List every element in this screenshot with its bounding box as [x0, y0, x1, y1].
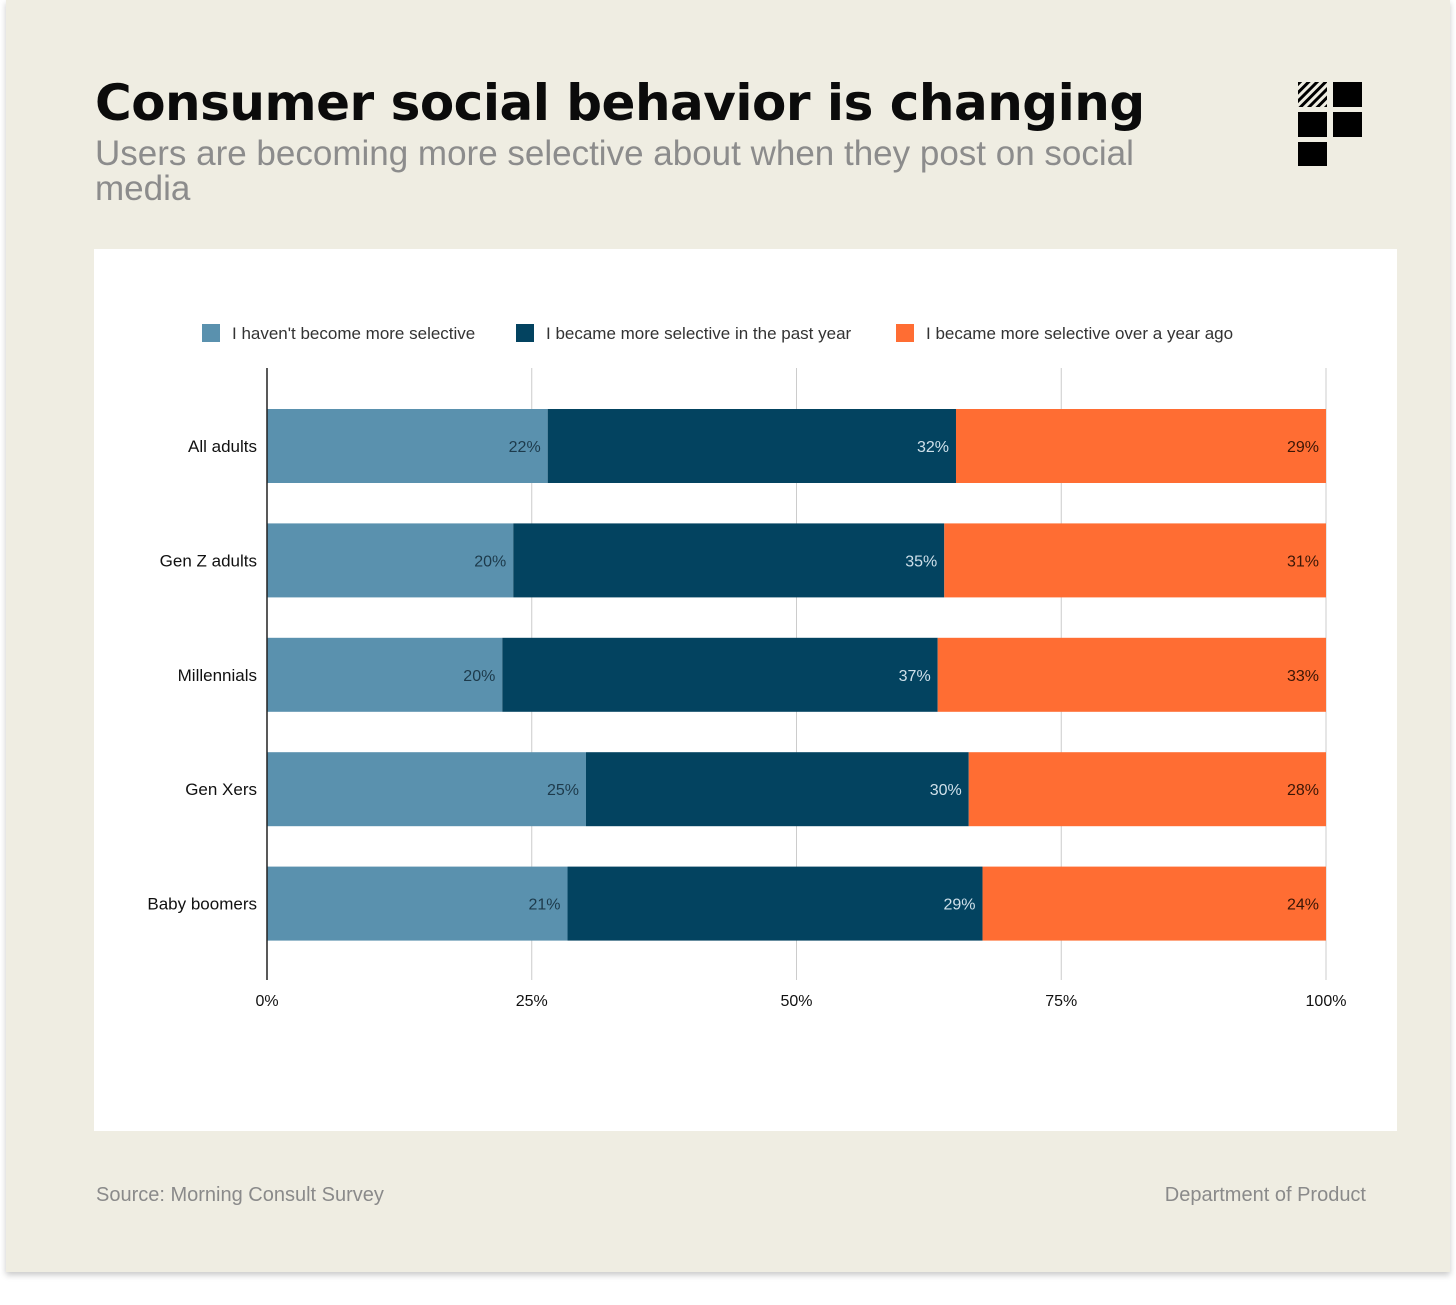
legend-label: I became more selective over a year ago: [926, 324, 1233, 343]
category-label: Millennials: [178, 666, 257, 685]
bar-segment: [567, 866, 983, 941]
x-tick-label: 50%: [780, 993, 812, 1010]
chart-legend: I haven't become more selective I became …: [202, 324, 1233, 343]
bar-segment: [267, 866, 568, 941]
bar-value-label: 37%: [899, 668, 931, 685]
bar-segment: [267, 637, 503, 712]
source-note: Source: Morning Consult Survey: [96, 1184, 384, 1206]
page-title: Consumer social behavior is changing: [95, 74, 1145, 132]
legend-item-1: I haven't become more selective: [202, 324, 475, 343]
legend-label: I became more selective in the past year: [546, 324, 852, 343]
bar-value-label: 32%: [917, 439, 949, 456]
category-label: Gen Z adults: [160, 551, 257, 570]
bar-row: [267, 866, 1326, 941]
bar-value-label: 22%: [509, 439, 541, 456]
x-axis-ticks: 0% 25% 50% 75% 100%: [255, 993, 1346, 1010]
y-axis-categories: All adults Gen Z adults Millennials Gen Xer…: [147, 437, 257, 914]
bar-row: [267, 409, 1326, 483]
x-tick-label: 100%: [1306, 993, 1347, 1010]
bar-segment: [267, 409, 548, 483]
chart-bars: [267, 409, 1326, 941]
bar-value-label: 20%: [474, 553, 506, 570]
page-subtitle: Users are becoming more selective about …: [95, 134, 1134, 208]
legend-swatch: [516, 324, 534, 342]
bar-segment: [502, 637, 938, 712]
stacked-bar-chart: I haven't become more selective I became …: [147, 324, 1346, 1010]
bar-value-label: 35%: [905, 553, 937, 570]
legend-item-3: I became more selective over a year ago: [896, 324, 1233, 343]
x-tick-label: 0%: [255, 993, 278, 1010]
legend-swatch: [202, 324, 220, 342]
bar-value-label: 28%: [1287, 782, 1319, 799]
bar-value-label: 31%: [1287, 553, 1319, 570]
credit-note: Department of Product: [1164, 1184, 1366, 1206]
category-label: Gen Xers: [185, 780, 257, 799]
bar-value-label: 29%: [944, 897, 976, 914]
legend-swatch: [896, 324, 914, 342]
bar-row: [267, 637, 1326, 712]
chart-card: Consumer social behavior is changing Use…: [6, 0, 1450, 1272]
bar-value-label: 30%: [930, 782, 962, 799]
value-labels: 22% 32% 29% 20% 35% 31% 20% 37% 33% 25% 30% 28% 21% 2…: [463, 439, 1319, 914]
bar-segment: [982, 866, 1326, 941]
bar-value-label: 33%: [1287, 668, 1319, 685]
bar-segment: [585, 752, 969, 827]
bar-segment: [513, 523, 945, 598]
category-label: All adults: [188, 437, 257, 456]
bar-segment: [955, 409, 1326, 483]
bar-value-label: 20%: [463, 668, 495, 685]
bar-segment: [944, 523, 1326, 598]
bar-value-label: 24%: [1287, 897, 1319, 914]
bar-segment: [267, 523, 514, 598]
bar-value-label: 29%: [1287, 439, 1319, 456]
bar-segment: [547, 409, 956, 483]
bar-value-label: 25%: [547, 782, 579, 799]
bar-segment: [937, 637, 1326, 712]
legend-item-2: I became more selective in the past year: [516, 324, 852, 343]
bar-segment: [267, 752, 586, 827]
legend-label: I haven't become more selective: [232, 324, 475, 343]
chart-panel: I haven't become more selective I became …: [94, 249, 1397, 1131]
bar-row: [267, 752, 1326, 827]
x-tick-label: 25%: [516, 993, 548, 1010]
bar-value-label: 21%: [528, 897, 560, 914]
bar-segment: [968, 752, 1326, 827]
grid-blocks-logo-icon: [1298, 82, 1362, 166]
category-label: Baby boomers: [147, 895, 257, 914]
x-tick-label: 75%: [1045, 993, 1077, 1010]
bar-row: [267, 523, 1326, 598]
